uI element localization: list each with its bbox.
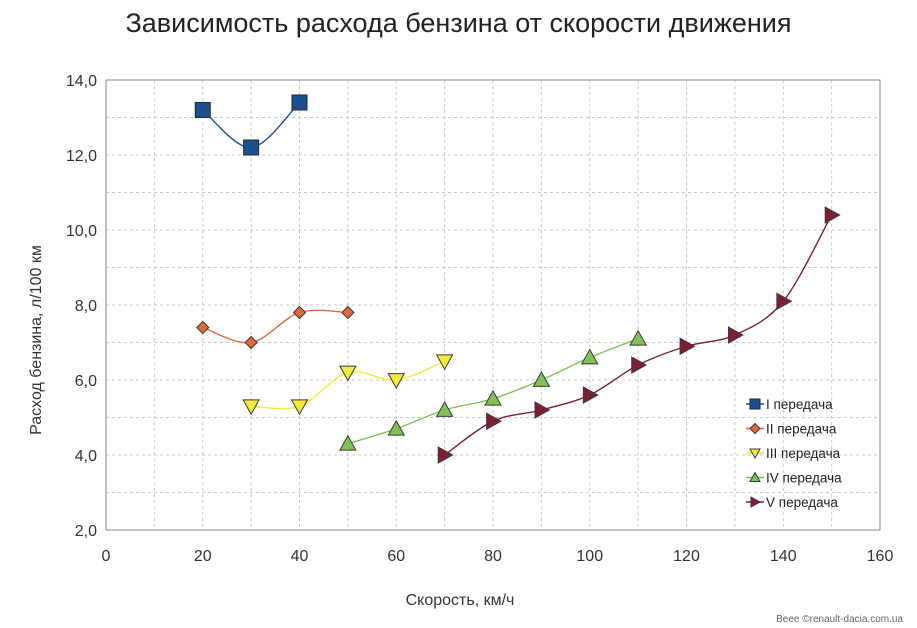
plot-area-frame — [105, 79, 881, 531]
x-tick-label: 120 — [673, 548, 700, 565]
data-point-series-2 — [244, 335, 258, 350]
x-tick-label: 60 — [387, 548, 405, 565]
chart-title: Зависимость расхода бензина от скорости … — [125, 8, 792, 38]
data-point-series-4 — [484, 389, 502, 406]
watermark: Beee ©renault-dacia.com.ua — [776, 614, 903, 625]
legend-label-2: II передача — [766, 422, 837, 437]
data-point-series-2 — [196, 320, 210, 335]
data-point-series-3 — [435, 354, 454, 371]
data-point-series-4 — [629, 329, 647, 346]
data-point-series-5 — [437, 446, 454, 464]
legend-label-1: I передача — [766, 397, 833, 412]
legend-label-3: III передача — [766, 446, 841, 461]
x-tick-label: 140 — [770, 548, 797, 565]
data-point-series-2 — [341, 305, 355, 320]
data-point-series-1 — [243, 139, 260, 156]
data-point-series-5 — [534, 401, 551, 419]
y-tick-label: 10,0 — [66, 223, 97, 240]
y-tick-label: 14,0 — [66, 73, 97, 90]
y-tick-label: 8,0 — [75, 298, 97, 315]
y-tick-label: 12,0 — [66, 148, 97, 165]
x-tick-label: 160 — [867, 548, 894, 565]
data-point-series-4 — [387, 419, 406, 436]
data-point-series-4 — [532, 370, 551, 387]
series-line-2 — [202, 309, 348, 344]
y-tick-label: 6,0 — [75, 373, 97, 390]
legend-label-5: V передача — [766, 495, 838, 510]
x-tick-label: 0 — [102, 548, 111, 565]
data-point-series-5 — [824, 206, 841, 224]
x-tick-label: 100 — [576, 548, 603, 565]
y-tick-label: 2,0 — [75, 523, 97, 540]
data-point-series-4 — [339, 434, 357, 451]
data-point-series-5 — [486, 412, 503, 431]
x-tick-label: 20 — [194, 548, 212, 565]
x-tick-label: 80 — [484, 548, 502, 565]
data-point-series-1 — [194, 102, 211, 118]
data-point-series-5 — [727, 326, 744, 344]
legend-marker-2 — [749, 422, 761, 435]
data-point-series-4 — [580, 348, 599, 365]
data-point-series-3 — [242, 399, 260, 416]
data-point-series-3 — [290, 399, 309, 416]
data-point-series-3 — [387, 373, 406, 390]
data-point-series-5 — [582, 386, 599, 404]
y-tick-label: 4,0 — [75, 448, 97, 465]
legend-marker-3 — [749, 448, 761, 460]
data-point-series-5 — [776, 292, 793, 311]
data-point-series-1 — [291, 94, 308, 111]
data-point-series-5 — [631, 356, 648, 374]
x-tick-label: 40 — [291, 548, 309, 565]
data-point-series-3 — [339, 365, 357, 382]
data-point-series-5 — [679, 337, 696, 356]
data-point-series-4 — [435, 400, 454, 417]
data-point-series-2 — [292, 305, 307, 320]
legend-label-4: IV передача — [766, 471, 842, 486]
legend-marker-1 — [749, 398, 761, 410]
legend-marker-4 — [749, 471, 761, 482]
x-axis-label: Скорость, км/ч — [405, 592, 515, 609]
legend-marker-5 — [750, 496, 762, 508]
